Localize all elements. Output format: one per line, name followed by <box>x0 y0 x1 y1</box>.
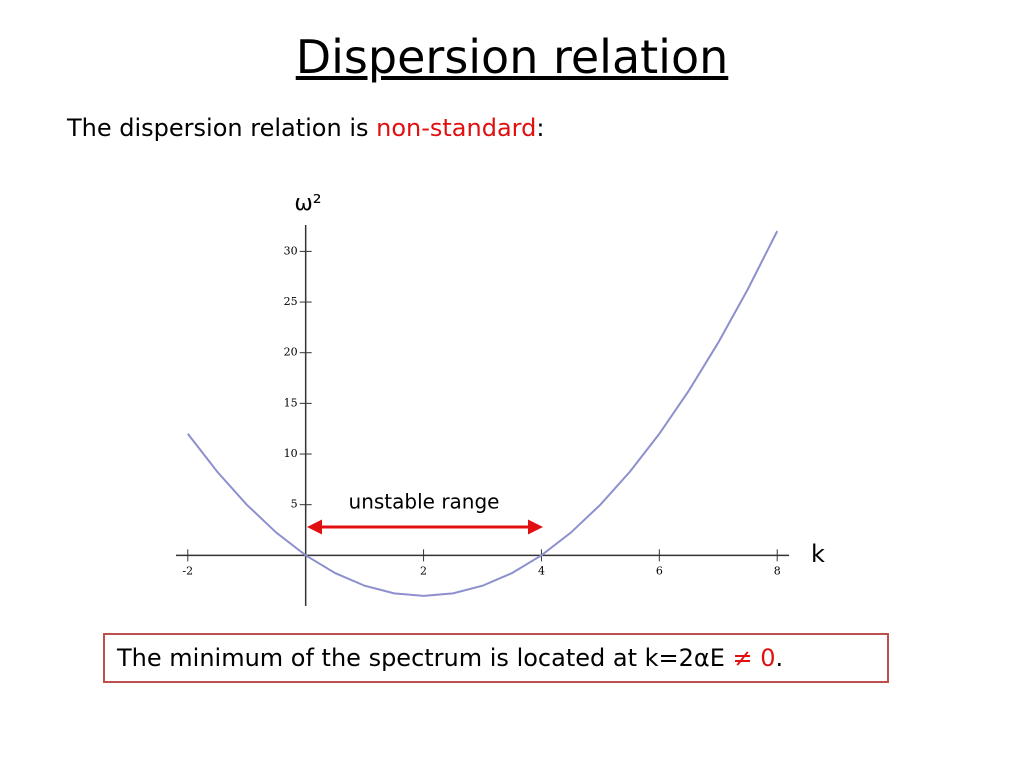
lead-text: The dispersion relation is non-standard: <box>67 114 544 142</box>
y-tick-label: 5 <box>291 498 298 511</box>
note-highlight: ≠ 0 <box>732 644 776 672</box>
y-tick-label: 30 <box>284 244 298 257</box>
y-tick-label: 25 <box>284 295 298 308</box>
x-tick-label: -2 <box>182 564 193 577</box>
lead-part: : <box>536 114 545 142</box>
note-box: The minimum of the spectrum is located a… <box>103 633 889 683</box>
y-tick-label: 15 <box>284 396 298 409</box>
note-part: The minimum of the spectrum is located a… <box>117 644 733 672</box>
x-axis-label: k <box>811 540 825 568</box>
curve <box>186 230 779 597</box>
x-tick-label: 8 <box>774 564 781 577</box>
x-tick-label: 2 <box>420 564 427 577</box>
note-part: . <box>775 644 784 672</box>
annotation: unstable range <box>349 490 500 514</box>
y-tick-label: 10 <box>284 447 298 460</box>
y-tick-label: 20 <box>284 346 298 359</box>
y-axis-label: ω² <box>294 191 321 216</box>
slide-title: Dispersion relation <box>295 30 729 84</box>
lead-part: The dispersion relation is <box>67 114 377 142</box>
lead-highlight: non-standard <box>376 114 537 142</box>
x-tick-label: 4 <box>538 564 545 577</box>
x-tick-label: 6 <box>656 564 663 577</box>
